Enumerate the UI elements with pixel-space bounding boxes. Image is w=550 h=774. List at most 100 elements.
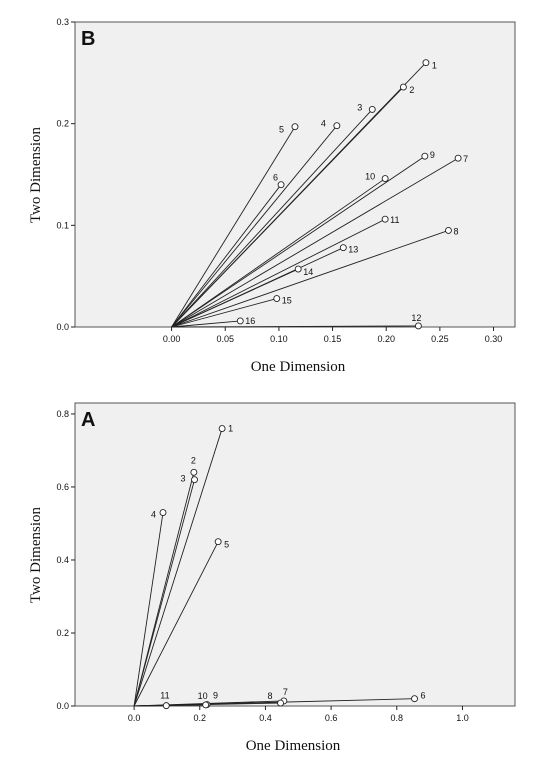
panel-b-y-tick-label: 0.2 (56, 119, 69, 129)
panel-a-point-label-10: 10 (198, 691, 208, 701)
panel-b-point-3 (368, 105, 376, 113)
panel-a-point-label-9: 9 (213, 691, 218, 701)
panel-b-point-label-15: 15 (282, 296, 292, 306)
panel-b-vector-9 (171, 155, 426, 328)
panel-b-point-label-16: 16 (245, 316, 255, 326)
panel-b-point-label-13: 13 (348, 245, 358, 255)
panel-a-y-tick-label: 0.4 (56, 555, 69, 565)
panel-b-point-label-6: 6 (273, 173, 278, 183)
panel-b-y-tick-label: 0.3 (56, 17, 69, 27)
panel-a-point-6 (411, 695, 418, 703)
panel-b-point-7 (454, 154, 462, 162)
panel-a-point-8 (277, 699, 285, 707)
panel-b-y-axis-label: Two Dimension (28, 126, 44, 223)
panel-b-point-label-8: 8 (453, 226, 458, 236)
panel-b-point-9 (421, 152, 429, 160)
panel-b-point-label-2: 2 (409, 85, 414, 95)
panel-b-letter: B (81, 28, 95, 50)
panel-a-axes: 0.0 0.2 0.4 0.6 0.8 1.0 0.0 0.2 0.4 0.6 0.8 (56, 409, 468, 723)
panel-b-point-label-4: 4 (321, 119, 326, 129)
panel-a-point-1 (218, 425, 226, 433)
panel-a-vector-1 (133, 428, 223, 707)
panel-b-axes: 0.00 0.05 0.10 0.15 0.20 0.25 0.30 0.0 0.1 0.2 0.3 (56, 17, 502, 344)
panel-a-point-10 (202, 701, 210, 709)
panel-b-x-tick-label: 0.25 (431, 334, 449, 344)
panel-b-vector-12 (171, 325, 419, 328)
panel-a-vector-4 (133, 512, 164, 707)
panel-a-point-label-1: 1 (228, 424, 233, 434)
panel-b-point-label-9: 9 (430, 150, 435, 160)
panel-a-x-tick-label: 0.6 (325, 713, 338, 723)
panel-b-point-10 (381, 175, 389, 183)
panel-a-point-label-3: 3 (181, 474, 186, 484)
panel-a-x-tick-label: 0.2 (194, 713, 207, 723)
panel-a-plot-area (74, 402, 516, 707)
panel-b-point-13 (339, 244, 347, 252)
panel-b-point-label-1: 1 (432, 61, 437, 71)
panel-b-x-axis-label: One Dimension (251, 359, 346, 375)
panel-b-plot-area (74, 21, 516, 328)
panel-a-point-label-11: 11 (160, 691, 169, 701)
panel-a-point-5 (214, 538, 222, 546)
panel-a-point-label-6: 6 (421, 691, 426, 701)
panel-b-point-12 (414, 322, 422, 330)
panel-b-vector-5 (171, 126, 296, 328)
panel-b-point-4 (333, 122, 341, 130)
panel-b-point-2 (399, 83, 407, 91)
panel-a-vector-3 (133, 479, 195, 707)
panel-b-point-6 (277, 181, 285, 189)
panel-b-point-label-11: 11 (390, 215, 399, 225)
panel-b-vector-10 (171, 178, 386, 328)
panel-a-point-4 (159, 509, 167, 516)
panel-b-x-tick-label: 0.20 (377, 334, 395, 344)
panel-b-vector-8 (171, 229, 449, 328)
panel-a-point-label-2: 2 (191, 455, 196, 465)
panel-b-x-tick-label: 0.15 (324, 334, 342, 344)
panel-a-y-tick-label: 0.0 (56, 701, 69, 711)
panel-b-x-tick-label: 0.10 (270, 334, 288, 344)
panel-b-vector-3 (171, 109, 373, 328)
panel-b-point-label-3: 3 (357, 102, 362, 112)
panel-a-point-label-7: 7 (283, 687, 288, 697)
panel-a-x-tick-label: 1.0 (456, 713, 469, 723)
panel-a-y-axis-label: Two Dimension (28, 506, 44, 603)
panel-b-point-16 (236, 317, 244, 325)
panel-b-point-11 (381, 215, 389, 223)
panel-a-point-label-5: 5 (224, 540, 229, 550)
panel-b-vector-4 (171, 125, 338, 328)
panel-a-x-tick-label: 0.4 (259, 713, 272, 723)
panel-b-x-tick-label: 0.00 (163, 334, 181, 344)
panel-a-point-3 (191, 476, 198, 484)
panel-b-point-label-14: 14 (303, 267, 313, 277)
panel-b-vector-7 (171, 157, 459, 328)
panel-b-point-8 (445, 226, 452, 234)
panel-b-point-5 (291, 123, 299, 131)
panel-a-x-axis-label: One Dimension (246, 738, 341, 754)
panel-b-y-tick-label: 0.0 (56, 322, 69, 332)
panel-a-y-tick-label: 0.6 (56, 482, 69, 492)
panel-a-letter: A (81, 409, 95, 431)
panel-a-y-tick-label: 0.8 (56, 409, 69, 419)
panel-b-vector-14 (171, 268, 299, 328)
panel-b-x-tick-label: 0.30 (485, 334, 503, 344)
panel-a-chart: A 0.0 0.2 0.4 0.6 0.8 1.0 0.0 0.2 0.4 0.6 0.8 1 23 4… (28, 402, 516, 754)
panel-a-point-label-4: 4 (151, 510, 156, 520)
panel-b-y-tick-label: 0.1 (56, 220, 69, 230)
panel-b-vector-2 (171, 86, 404, 328)
panel-b-point-label-7: 7 (463, 154, 468, 164)
panel-b-x-tick-label: 0.05 (216, 334, 234, 344)
panel-a-point-2 (190, 468, 198, 476)
panel-b-vector-15 (171, 298, 277, 328)
panel-b-point-1 (422, 59, 430, 67)
panel-b-point-label-10: 10 (365, 172, 375, 182)
panel-b-point-label-5: 5 (279, 125, 284, 135)
panel-a-point-label-8: 8 (268, 691, 273, 701)
panel-a-point-11 (162, 702, 170, 710)
panel-a-x-tick-label: 0.8 (391, 713, 404, 723)
panel-a-y-tick-label: 0.2 (56, 628, 69, 638)
panel-b-point-15 (273, 295, 281, 302)
panel-a-vector-5 (133, 541, 219, 707)
